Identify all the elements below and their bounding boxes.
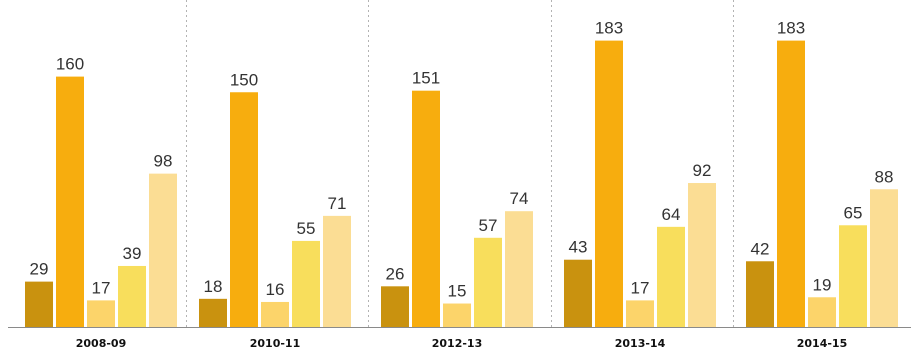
bar-2012-13-3 xyxy=(474,237,502,327)
data-label-2013-14-1: 183 xyxy=(595,19,623,38)
data-label-2010-11-2: 16 xyxy=(266,280,285,299)
bar-2010-11-3 xyxy=(292,240,320,327)
bar-2010-11-2 xyxy=(261,301,289,327)
x-tick-label-4: 2014-15 xyxy=(797,337,848,350)
bar-2014-15-2 xyxy=(808,297,836,327)
bar-2013-14-4 xyxy=(688,183,716,327)
x-tick-label-0: 2008-09 xyxy=(76,337,127,350)
bars xyxy=(25,40,898,327)
data-label-2014-15-3: 65 xyxy=(844,203,863,222)
bar-2014-15-3 xyxy=(839,225,867,327)
bar-2008-09-3 xyxy=(118,265,146,327)
x-tick-label-2: 2012-13 xyxy=(432,337,483,350)
bar-2014-15-1 xyxy=(777,40,805,327)
data-label-2014-15-0: 42 xyxy=(751,239,770,258)
data-label-2014-15-4: 88 xyxy=(875,167,894,186)
bar-2010-11-4 xyxy=(323,215,351,327)
bar-2013-14-2 xyxy=(626,300,654,327)
bar-2012-13-4 xyxy=(505,211,533,327)
group-separators xyxy=(186,0,734,327)
bar-2008-09-1 xyxy=(56,76,84,327)
x-tick-label-3: 2013-14 xyxy=(615,337,666,350)
data-labels: 29 160 17 39 98 18 150 16 55 71 26 151 15 57 74 43 183 17… xyxy=(30,19,894,301)
bar-2013-14-0 xyxy=(564,259,592,327)
bar-2010-11-0 xyxy=(199,298,227,327)
data-label-2010-11-1: 150 xyxy=(230,70,258,89)
data-label-2012-13-1: 151 xyxy=(412,69,440,88)
data-label-2014-15-2: 19 xyxy=(813,275,832,294)
data-label-2012-13-4: 74 xyxy=(510,189,529,208)
bar-2012-13-2 xyxy=(443,303,471,327)
bar-2008-09-2 xyxy=(87,300,115,327)
x-tick-labels: 2008-09 2010-11 2012-13 2013-14 2014-15 xyxy=(76,337,848,350)
x-tick-label-1: 2010-11 xyxy=(250,337,301,350)
data-label-2008-09-2: 17 xyxy=(92,278,111,297)
bar-2010-11-1 xyxy=(230,92,258,327)
data-label-2008-09-4: 98 xyxy=(154,152,173,171)
data-label-2012-13-0: 26 xyxy=(386,264,405,283)
data-label-2012-13-2: 15 xyxy=(448,282,467,301)
data-label-2013-14-0: 43 xyxy=(569,238,588,257)
data-label-2008-09-0: 29 xyxy=(30,260,49,279)
bar-2012-13-0 xyxy=(381,286,409,327)
data-label-2013-14-2: 17 xyxy=(631,278,650,297)
bar-2014-15-4 xyxy=(870,189,898,327)
data-label-2013-14-4: 92 xyxy=(693,161,712,180)
data-label-2008-09-1: 160 xyxy=(56,55,84,74)
bar-2008-09-4 xyxy=(149,173,177,327)
bar-2013-14-3 xyxy=(657,226,685,327)
data-label-2012-13-3: 57 xyxy=(479,216,498,235)
bar-2012-13-1 xyxy=(412,90,440,327)
bar-2014-15-0 xyxy=(746,261,774,327)
data-label-2008-09-3: 39 xyxy=(123,244,142,263)
data-label-2014-15-1: 183 xyxy=(777,19,805,38)
bar-2013-14-1 xyxy=(595,40,623,327)
bar-2008-09-0 xyxy=(25,281,53,327)
data-label-2010-11-4: 71 xyxy=(328,194,347,213)
data-label-2010-11-3: 55 xyxy=(297,219,316,238)
data-label-2013-14-3: 64 xyxy=(662,205,681,224)
data-label-2010-11-0: 18 xyxy=(204,277,223,296)
